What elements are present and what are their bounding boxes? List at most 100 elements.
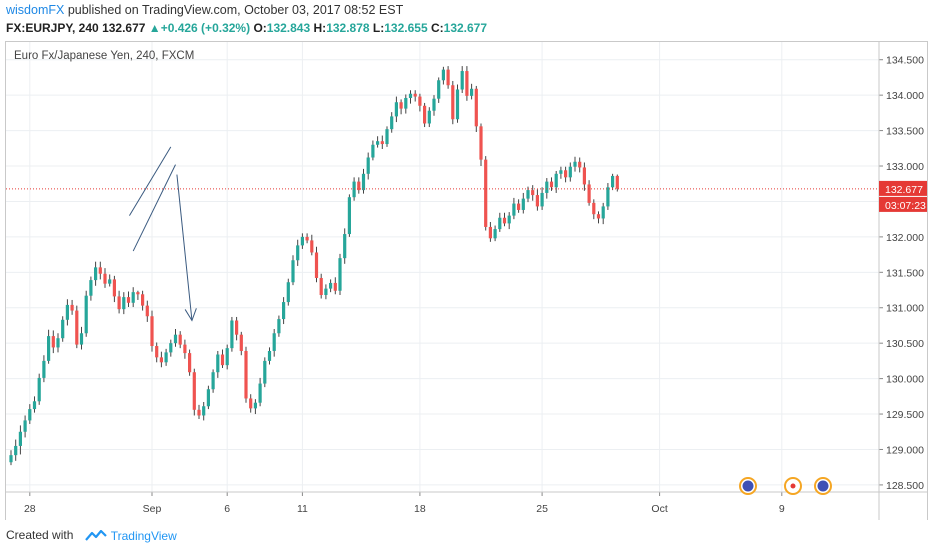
up-candle: [94, 261, 98, 286]
candle-body: [65, 304, 69, 320]
up-candle: [338, 253, 342, 295]
candle-body: [131, 292, 135, 303]
eu-flag-icon[interactable]: [739, 477, 757, 495]
down-candle: [413, 90, 417, 102]
candle-body: [188, 353, 192, 373]
down-candle: [517, 199, 521, 213]
candle-body: [206, 389, 210, 407]
up-candle: [455, 84, 460, 123]
candle-body: [446, 69, 450, 86]
candle-body: [540, 192, 544, 207]
candle-body: [408, 93, 413, 98]
down-candle: [244, 346, 248, 403]
candle-body: [578, 161, 582, 168]
down-candle: [192, 368, 196, 416]
up-candle: [277, 315, 281, 337]
up-candle: [366, 152, 370, 180]
up-candle: [18, 425, 22, 455]
last-price: 132.677: [102, 21, 146, 35]
candle-body: [507, 215, 511, 224]
up-candle: [202, 402, 206, 421]
down-candle: [150, 310, 154, 352]
candle-body: [314, 252, 319, 278]
up-candle: [79, 326, 84, 350]
down-candle: [319, 273, 323, 299]
up-candle: [286, 278, 290, 306]
down-candle: [380, 135, 384, 150]
footer: Created with TradingView: [0, 520, 932, 550]
close-label: C:: [430, 21, 444, 35]
low-label: L:: [372, 21, 385, 35]
up-candle: [216, 350, 220, 378]
candle-body: [347, 197, 351, 235]
candle-body: [108, 279, 112, 284]
up-candle: [272, 329, 276, 357]
up-candle: [601, 202, 605, 225]
up-candle: [131, 287, 135, 308]
candle-body: [493, 229, 497, 239]
candle-body: [51, 336, 55, 348]
candle-body: [615, 175, 619, 189]
author-link[interactable]: wisdomFX: [6, 3, 65, 17]
down-candle: [333, 277, 337, 295]
candle-body: [568, 166, 572, 178]
chart-pane[interactable]: 134.500134.000133.500133.000132.500132.0…: [5, 41, 928, 522]
down-candle: [451, 80, 455, 125]
candle-body: [474, 88, 478, 127]
candle-body: [521, 198, 525, 210]
channel-upper-line: [129, 146, 172, 216]
up-candle: [498, 212, 502, 232]
y-tick-label: 128.500: [886, 480, 924, 492]
up-candle: [611, 173, 615, 191]
candle-body: [103, 273, 107, 284]
up-candle: [404, 94, 408, 114]
candle-body: [136, 292, 140, 295]
candle-body: [432, 98, 436, 111]
candle-body: [145, 305, 149, 317]
candle-body: [390, 116, 394, 130]
eu-flag-icon[interactable]: [814, 477, 832, 495]
candle-body: [380, 141, 384, 145]
candle-body: [126, 297, 131, 303]
channel-lower-line: [132, 164, 176, 252]
up-candle: [169, 339, 173, 357]
down-candle: [103, 268, 107, 288]
down-candle: [145, 300, 149, 322]
candle-body: [545, 181, 549, 193]
open-label: O:: [253, 21, 267, 35]
candle-body: [333, 282, 337, 291]
candle-body: [75, 310, 79, 345]
y-tick-label: 134.000: [886, 90, 924, 102]
up-candle: [37, 373, 41, 405]
down-candle: [235, 316, 239, 341]
candle-body: [244, 350, 248, 399]
up-candle: [432, 95, 436, 116]
candlestick-chart[interactable]: 134.500134.000133.500133.000132.500132.0…: [6, 42, 927, 521]
candle-body: [361, 173, 366, 191]
up-candle: [371, 140, 375, 161]
up-arrow-icon: ▲: [148, 21, 161, 35]
up-candle: [343, 228, 347, 264]
candle-body: [249, 398, 253, 409]
down-candle: [126, 291, 131, 308]
y-tick-label: 133.000: [886, 161, 924, 173]
candle-body: [32, 401, 37, 410]
candle-body: [272, 333, 276, 351]
candle-body: [84, 295, 88, 334]
up-candle: [394, 96, 398, 123]
candle-body: [455, 89, 460, 120]
tradingview-brand[interactable]: TradingView: [110, 528, 177, 543]
jp-flag-icon[interactable]: [784, 477, 802, 495]
candle-body: [79, 333, 84, 345]
candle-body: [484, 159, 488, 227]
up-candle: [164, 348, 168, 366]
y-tick-label: 132.000: [886, 232, 924, 244]
up-candle: [263, 357, 267, 388]
candle-body: [150, 316, 154, 347]
candle-body: [192, 372, 196, 410]
candle-body: [498, 217, 502, 230]
down-candle: [418, 93, 422, 112]
candle-body: [14, 445, 18, 456]
candle-body: [197, 409, 201, 416]
candle-body: [225, 348, 229, 366]
